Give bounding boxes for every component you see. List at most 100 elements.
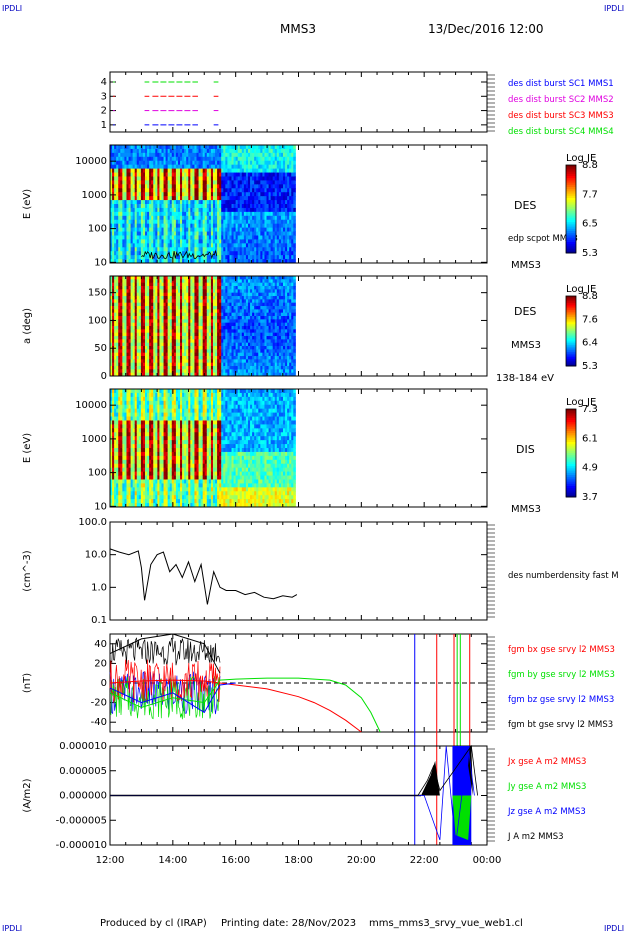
bfield-noise-3 [109,659,221,704]
bfield-series-1 [109,677,381,733]
corner-label-top-left: IPDLI [2,4,23,13]
bfield-ytick: -40 [91,717,107,728]
density-ytick: 0.1 [91,615,107,626]
bfield-legend-3: fgm bt gse srvy l2 MMS3 [508,720,613,730]
current-ytick: -0.000005 [56,815,107,826]
time-tick-label: 18:00 [284,855,313,866]
current-jy-fill [452,795,472,841]
des-pitch-ytick: 150 [88,288,107,299]
des-energy-ylabel: E (eV) [22,189,33,219]
bfield-series-2 [109,682,236,714]
dis-energy-colorbar-tick: 6.1 [582,433,598,444]
burst-ytick: 3 [101,91,107,102]
des-energy-label-1: DES [514,199,536,212]
corner-label-bottom-left: IPDLI [2,924,23,933]
current-legend-2: Jz gse A m2 MMS3 [507,807,586,817]
des-energy-spectrogram [110,145,296,264]
dis-energy-ytick: 10 [94,501,107,512]
des-energy-colorbar-tick: 7.7 [582,189,598,200]
current-ytick: -0.000010 [56,840,107,851]
des-pitch-label-2: MMS3 [511,340,541,351]
datetime-title: 13/Dec/2016 12:00 [428,22,544,36]
burst-legend-2: des dist burst SC2 MMS2 [508,95,614,105]
footer-printing-date: Printing date: 28/Nov/2023 [221,918,357,929]
corner-label-top-right: IPDLI [604,4,625,13]
bfield-series-0 [109,679,362,733]
bfield-ytick: 0 [101,678,107,689]
time-tick-label: 14:00 [158,855,187,866]
dis-energy-colorbar-title: Log JE [566,397,596,408]
dis-energy-colorbar-tick: 4.9 [582,463,598,474]
des-energy-ytick: 10 [94,257,107,268]
dis-energy-spectrogram [110,389,296,508]
footer-product: mms_mms3_srvy_vue_web1.cl [369,918,523,929]
bfield-series-3 [109,633,221,674]
bfield-legend-0: fgm bx gse srvy l2 MMS3 [508,645,615,655]
des-pitch-colorbar-title: Log JE [566,284,596,295]
des-pitch-colorbar-tick: 7.6 [582,314,598,325]
des-energy-ytick: 1000 [82,190,107,201]
des-pitch-colorbar [565,295,577,367]
des-energy-colorbar [565,164,577,254]
current-ytick: 0.000005 [59,766,107,777]
density-frame [109,521,488,621]
time-tick-label: 16:00 [221,855,250,866]
des-energy-ytick: 100 [88,224,107,235]
time-tick-label: 12:00 [96,855,125,866]
dis-energy-ylabel: E (eV) [22,433,33,463]
density-ytick: 100.0 [78,517,107,528]
des-pitch-ytick: 100 [88,315,107,326]
des-pitch-spectrogram [110,276,296,377]
des-pitch-colorbar-tick: 8.8 [582,291,598,302]
current-ylabel: (A/m2) [22,778,33,812]
corner-label-bottom-right: IPDLI [604,924,625,933]
des-energy-colorbar-tick: 8.8 [582,160,598,171]
current-legend-0: Jx gse A m2 MMS3 [507,757,586,767]
current-j-spike [421,760,440,796]
bfield-legend-1: fgm by gse srvy l2 MMS3 [508,670,615,680]
bfield-noise-1 [109,671,221,715]
dis-energy-label-1: DIS [516,443,535,456]
density-ytick: 1.0 [91,582,107,593]
burst-ytick: 4 [101,77,107,88]
des-pitch-ytick: 0 [101,371,107,382]
des-energy-ytick: 10000 [75,156,107,167]
burst-ytick: 1 [101,120,107,131]
des-pitch-colorbar-tick: 5.3 [582,361,598,372]
time-tick-label: 00:00 [473,855,502,866]
burst-legend-1: des dist burst SC1 MMS1 [508,79,614,89]
current-ytick: 0.000000 [59,791,107,802]
burst-panel-frame [109,71,488,133]
density-trace [109,548,298,605]
dis-energy-ytick: 1000 [82,434,107,445]
dis-energy-colorbar-tick: 7.3 [582,404,598,415]
des-pitch-colorbar-tick: 6.4 [582,338,598,349]
current-series-0 [110,745,475,846]
dis-energy-ytick: 10000 [75,400,107,411]
current-legend-3: J A m2 MMS3 [507,832,564,842]
dis-energy-colorbar [565,408,577,498]
density-legend: des numberdensity fast M [508,571,619,581]
bfield-ytick: 20 [94,658,107,669]
bfield-ytick: -20 [91,698,107,709]
time-tick-label: 20:00 [347,855,376,866]
des-pitch-label-1: DES [514,305,536,318]
des-pitch-label-3: 138-184 eV [496,373,554,384]
des-energy-label-2: edp scpot MMS3 [508,234,578,244]
current-ytick: 0.000010 [59,741,107,752]
footer-produced-by: Produced by cl (IRAP) [100,918,207,929]
bfield-noise-0 [109,637,221,666]
density-ylabel: (cm^-3) [22,550,33,591]
burst-legend-3: des dist burst SC3 MMS3 [508,111,614,121]
mission-title: MMS3 [280,22,316,36]
current-legend-1: Jy gse A m2 MMS3 [507,782,586,792]
dis-energy-colorbar-tick: 3.7 [582,492,598,503]
dis-energy-ytick: 100 [88,468,107,479]
bfield-ylabel: (nT) [22,673,33,693]
des-energy-colorbar-title: Log JE [566,153,596,164]
density-ytick: 10.0 [85,550,107,561]
des-scpot-trace [141,249,218,260]
dis-energy-label-2: MMS3 [511,504,541,515]
des-pitch-ylabel: a (deg) [22,308,33,344]
des-energy-label-3: MMS3 [511,260,541,271]
